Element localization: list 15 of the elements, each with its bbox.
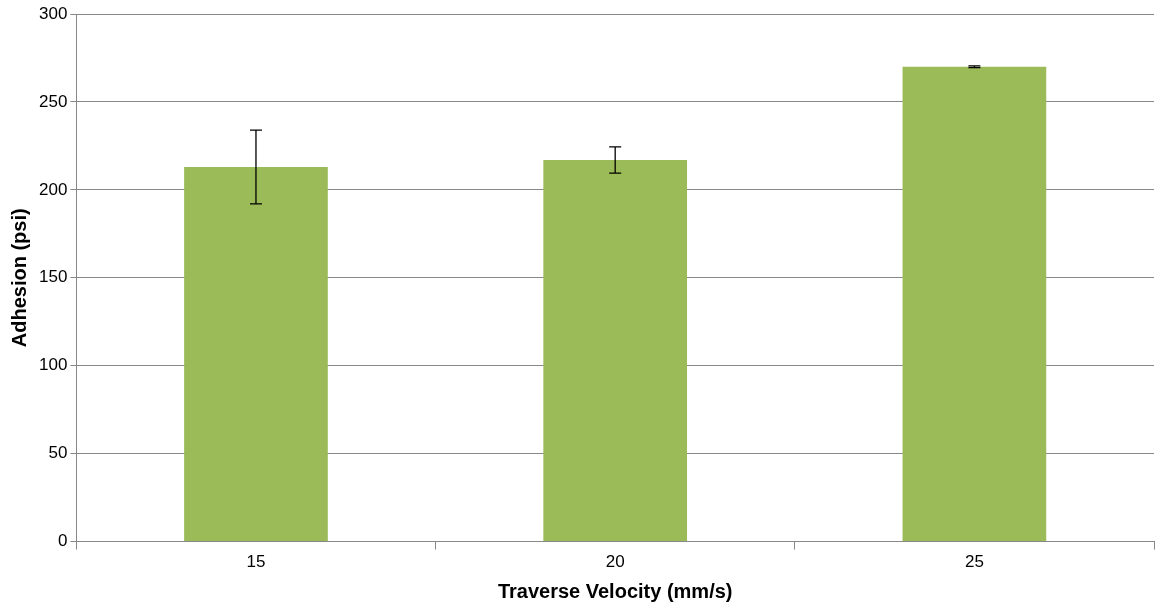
y-tick-label: 150 bbox=[38, 267, 68, 287]
bar bbox=[184, 167, 328, 542]
x-tick-label: 20 bbox=[605, 552, 625, 572]
bar bbox=[543, 159, 688, 542]
y-tick-label: 300 bbox=[38, 3, 68, 23]
x-axis-title: Traverse Velocity (mm/s) bbox=[497, 579, 733, 602]
y-tick-label: 50 bbox=[48, 443, 68, 463]
y-tick-label: 0 bbox=[57, 531, 68, 551]
y-tick-label: 200 bbox=[38, 179, 68, 199]
x-tick-label: 15 bbox=[246, 552, 266, 572]
y-axis-title: Adhesion (psi) bbox=[7, 208, 30, 348]
bar bbox=[902, 66, 1047, 542]
y-tick-label: 100 bbox=[38, 355, 68, 375]
x-tick-label: 25 bbox=[964, 552, 984, 572]
y-tick-label: 250 bbox=[38, 91, 68, 111]
